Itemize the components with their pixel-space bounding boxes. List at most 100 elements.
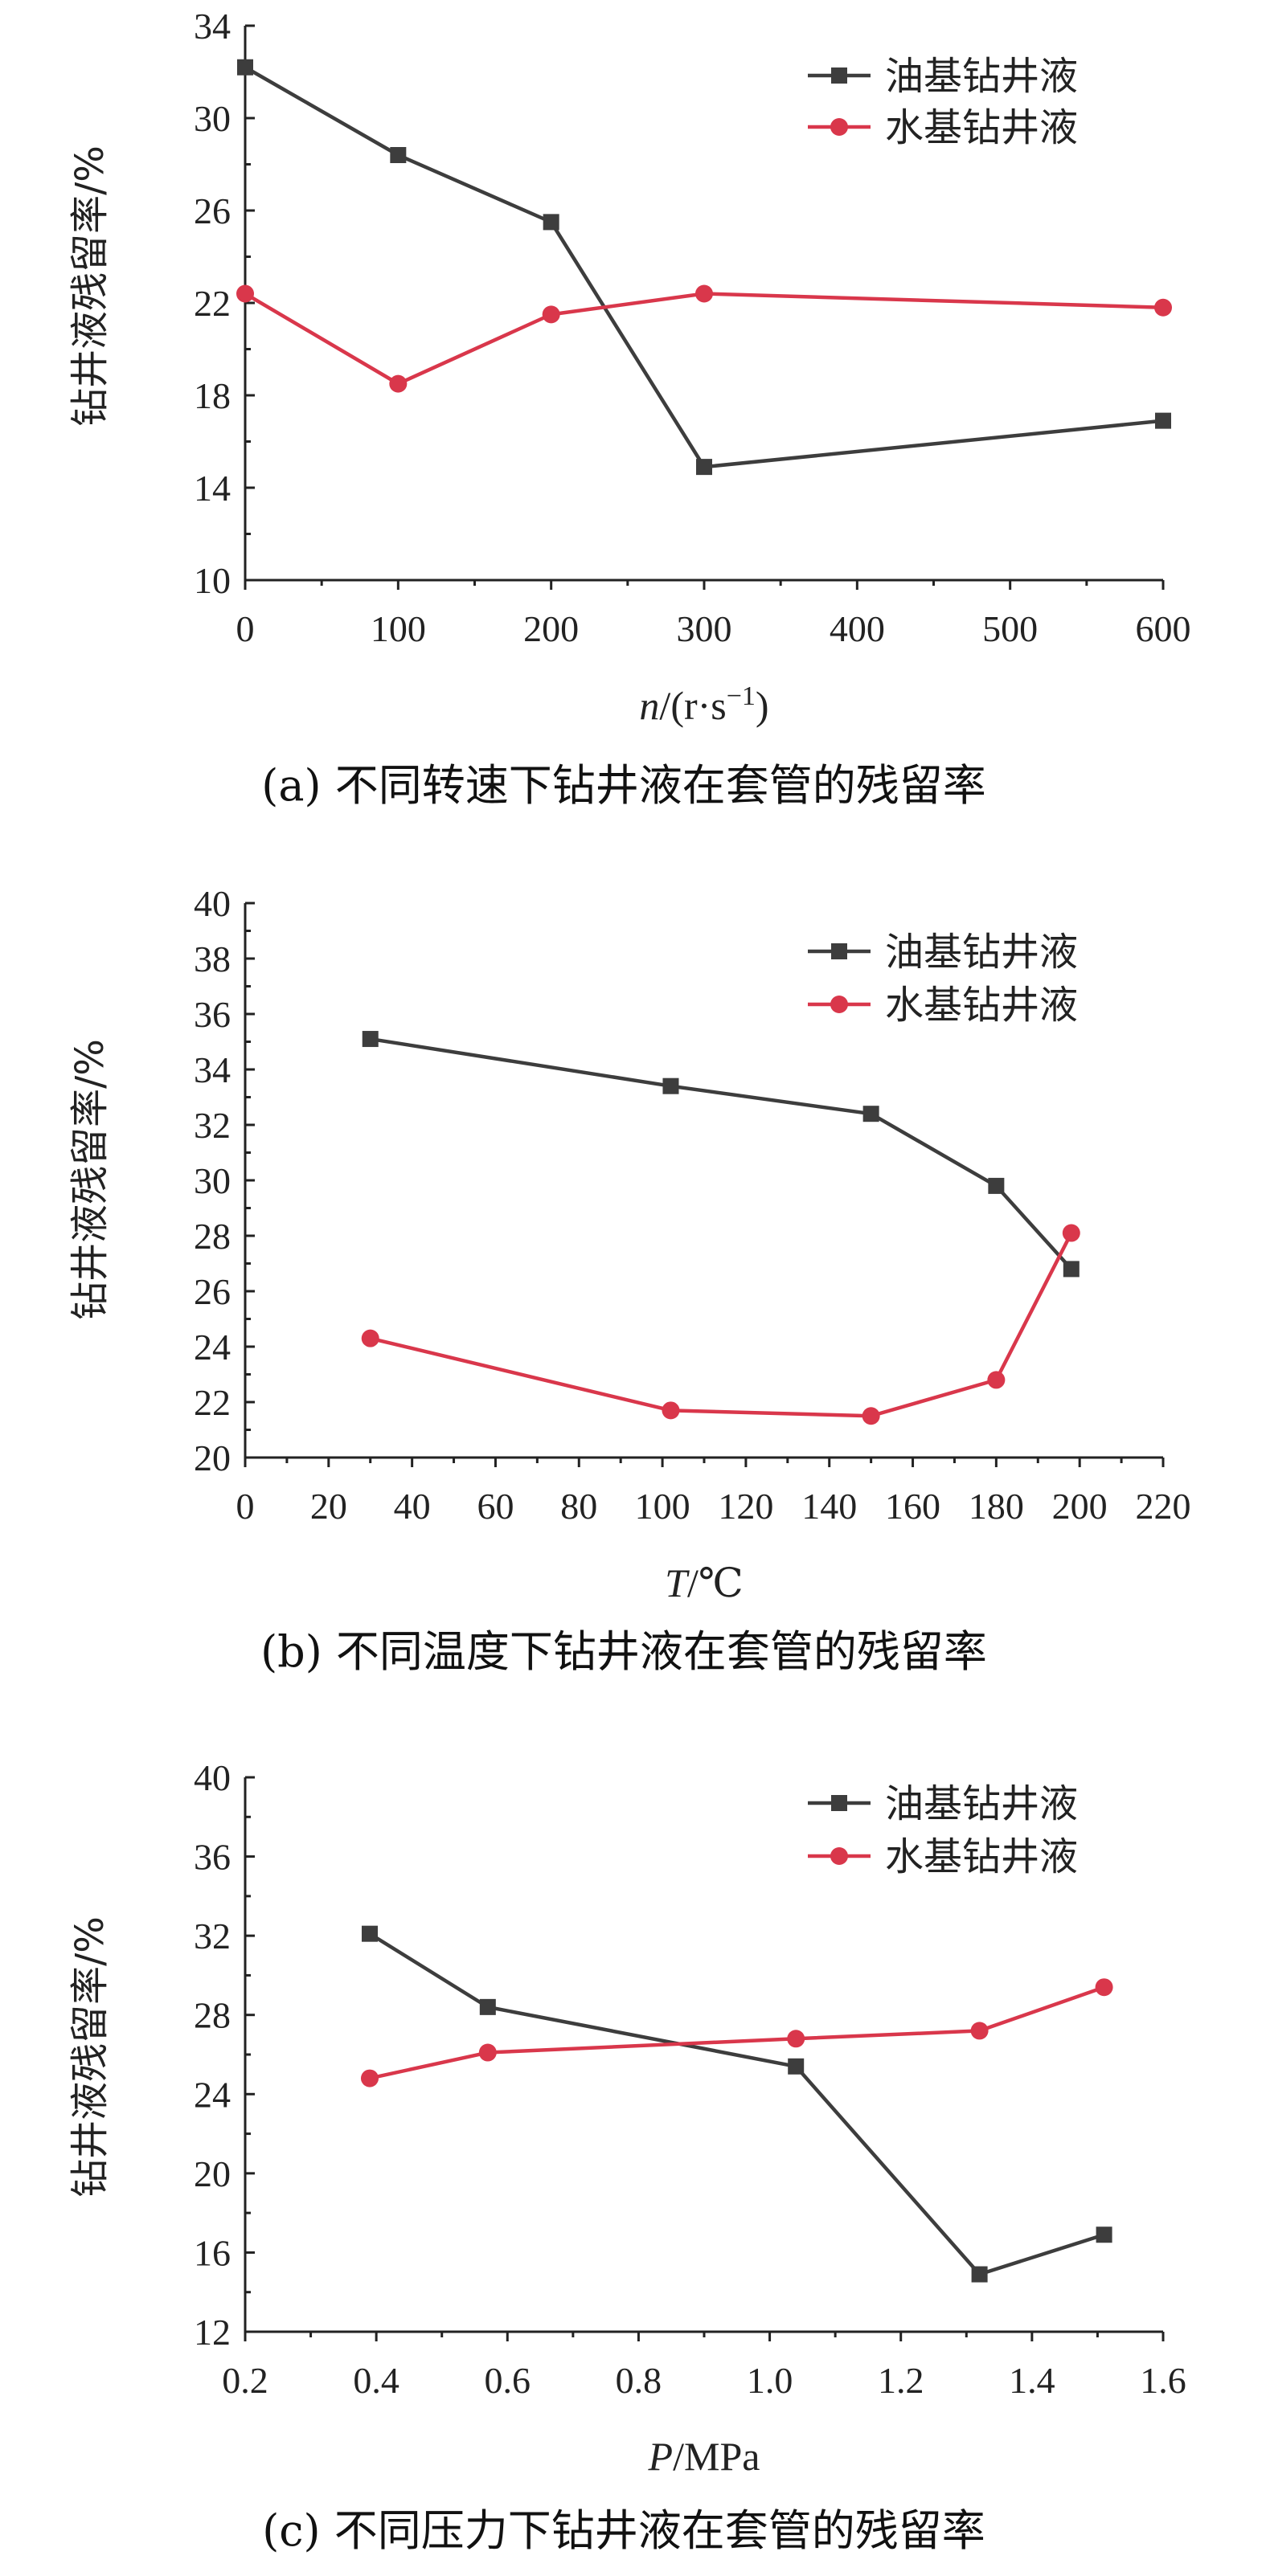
x-tick-label: 400 [830, 608, 885, 649]
legend-label: 水基钻井液 [885, 1834, 1078, 1879]
y-tick-label: 24 [194, 1327, 231, 1368]
data-point [390, 147, 407, 163]
data-point [542, 305, 560, 324]
data-point [1155, 412, 1171, 429]
data-point [236, 284, 254, 303]
x-axis-label-var: P [648, 2434, 674, 2479]
x-axis-label-var: n [639, 683, 659, 728]
y-tick-label: 36 [194, 1837, 231, 1878]
legend-entry-oil: 油基钻井液 [808, 54, 1078, 99]
legend-marker [830, 118, 848, 136]
x-tick-label: 160 [885, 1486, 940, 1527]
data-point [479, 1998, 496, 2015]
x-axis-label-unit: /MPa [673, 2434, 760, 2479]
x-tick-label: 220 [1136, 1486, 1191, 1527]
data-point [361, 1925, 378, 1942]
data-point [1154, 298, 1172, 317]
series-oil [361, 1925, 1112, 2283]
data-point [543, 214, 559, 231]
legend-marker [830, 996, 848, 1013]
series-oil [237, 59, 1171, 476]
x-tick-label: 0 [236, 1486, 255, 1527]
data-point [987, 1371, 1006, 1389]
y-tick-label: 36 [194, 994, 231, 1035]
x-tick-label: 100 [371, 608, 426, 649]
series-oil [362, 1031, 1080, 1278]
data-point [237, 59, 253, 76]
x-tick-label: 60 [477, 1486, 514, 1527]
x-tick-label: 20 [310, 1486, 347, 1527]
x-tick-label: 300 [677, 608, 732, 649]
y-tick-label: 40 [194, 883, 231, 924]
legend-entry-oil: 油基钻井液 [808, 930, 1078, 975]
series-water [361, 1224, 1080, 1425]
x-axis-label-sup: −1 [727, 681, 756, 711]
legend-label: 油基钻井液 [885, 1781, 1078, 1826]
legend-entry-water: 水基钻井液 [808, 983, 1078, 1028]
data-point [361, 1329, 379, 1347]
data-point [696, 459, 712, 476]
y-tick-label: 28 [194, 1216, 231, 1257]
y-tick-label: 18 [194, 375, 231, 416]
data-point [478, 2043, 497, 2062]
x-axis-label-tail: ) [756, 683, 769, 728]
x-tick-label: 0.2 [222, 2360, 268, 2401]
x-tick-label: 1.6 [1140, 2360, 1186, 2401]
data-point [1062, 1224, 1080, 1242]
y-tick-label: 28 [194, 1995, 231, 2036]
x-axis-label: T/℃ [665, 1560, 744, 1605]
data-point [862, 1407, 880, 1425]
y-tick-label: 40 [194, 1757, 231, 1798]
data-point [1063, 1261, 1080, 1278]
data-point [970, 2022, 989, 2040]
y-tick-label: 14 [194, 468, 231, 509]
panel-caption: (c) 不同压力下钻井液在套管的残留率 [262, 2505, 985, 2556]
data-point [1096, 2226, 1112, 2243]
data-point [862, 1106, 879, 1122]
y-tick-label: 12 [194, 2312, 231, 2353]
data-point [662, 1401, 680, 1420]
y-tick-label: 10 [194, 560, 231, 601]
y-tick-label: 22 [194, 283, 231, 324]
legend-entry-oil: 油基钻井液 [808, 1781, 1078, 1826]
y-tick-label: 26 [194, 1271, 231, 1312]
x-tick-label: 600 [1136, 608, 1191, 649]
legend-label: 油基钻井液 [885, 930, 1078, 975]
x-tick-label: 500 [982, 608, 1038, 649]
y-tick-label: 22 [194, 1382, 231, 1423]
x-axis-label-unit: /℃ [687, 1560, 744, 1605]
legend-marker [830, 1847, 848, 1865]
data-point [1095, 1978, 1113, 1997]
x-tick-label: 40 [394, 1486, 431, 1527]
data-point [360, 2069, 379, 2087]
y-tick-label: 34 [194, 1049, 231, 1090]
x-tick-label: 140 [801, 1486, 857, 1527]
x-tick-label: 100 [635, 1486, 690, 1527]
y-tick-label: 24 [194, 2074, 231, 2115]
y-tick-label: 30 [194, 1160, 231, 1201]
legend-entry-water: 水基钻井液 [808, 1834, 1078, 1879]
x-tick-label: 1.4 [1009, 2360, 1055, 2401]
x-tick-label: 1.0 [747, 2360, 793, 2401]
x-tick-label: 0.6 [485, 2360, 531, 2401]
data-point [788, 2058, 805, 2075]
x-tick-label: 0.8 [616, 2360, 662, 2401]
legend-label: 水基钻井液 [885, 983, 1078, 1028]
x-axis-label: n/(r·s−1) [639, 681, 768, 728]
legend-marker [831, 67, 847, 84]
legend-marker [831, 1795, 847, 1811]
x-tick-label: 80 [560, 1486, 597, 1527]
y-tick-label: 32 [194, 1916, 231, 1957]
y-tick-label: 32 [194, 1105, 231, 1146]
x-tick-label: 0.4 [353, 2360, 399, 2401]
x-axis-label-unit: /(r·s [659, 683, 726, 728]
data-point [695, 284, 713, 303]
x-tick-label: 0 [236, 608, 255, 649]
data-point [988, 1177, 1005, 1194]
series-line [370, 1232, 1073, 1418]
legend-label: 油基钻井液 [885, 54, 1078, 99]
data-point [662, 1077, 679, 1094]
x-tick-label: 200 [1052, 1486, 1108, 1527]
